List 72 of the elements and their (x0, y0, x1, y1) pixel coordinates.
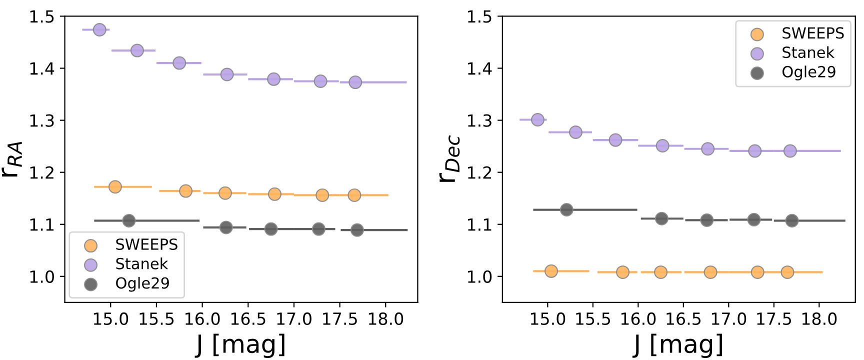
legend-label: SWEEPS (782, 27, 844, 39)
point (616, 265, 630, 279)
point (350, 223, 364, 237)
x-tick-label: 16.0 (621, 312, 656, 326)
point (700, 213, 714, 227)
y-tick-label: 1.3 (468, 114, 492, 127)
point (130, 44, 144, 58)
point (747, 212, 761, 226)
x-axis-title: J [mag] (632, 334, 722, 358)
point (348, 76, 362, 90)
y-tick-label: 1.5 (30, 10, 54, 23)
point (179, 184, 193, 198)
y-tick-label: 1.2 (468, 166, 492, 179)
point (656, 139, 670, 153)
legend-label: Ogle29 (116, 276, 169, 292)
point (348, 188, 362, 202)
y-tick-label: 1.4 (30, 62, 54, 75)
point (701, 142, 715, 156)
y-tick-label: 1.4 (468, 62, 492, 75)
x-tick-label: 15.0 (530, 312, 566, 326)
point (264, 222, 278, 236)
y-tick-label: 1.3 (30, 114, 54, 127)
point (312, 222, 326, 236)
y-axis-title: r$_{Dec}$ (439, 135, 460, 182)
legend-label: Stanek (116, 258, 168, 270)
point (530, 112, 544, 127)
point (654, 265, 668, 279)
x-tick-label: 15.5 (140, 312, 174, 326)
x-tick-label: 16.5 (231, 312, 266, 326)
point (750, 265, 764, 279)
x-tick-label: 15.0 (94, 312, 128, 326)
x-tick-label: 15.5 (576, 312, 610, 326)
point (316, 188, 330, 202)
point (122, 214, 136, 228)
x-tick-label: 18.0 (802, 312, 837, 326)
point (267, 72, 281, 86)
point (704, 265, 718, 279)
point (608, 133, 622, 147)
point (748, 144, 762, 158)
point (219, 220, 233, 234)
point (785, 214, 799, 228)
point (560, 203, 574, 217)
point (314, 74, 328, 88)
x-tick-label: 16.5 (666, 312, 701, 326)
y-tick-label: 1.2 (30, 166, 54, 179)
y-tick-label: 1.0 (30, 270, 54, 283)
x-tick-label: 17.5 (757, 312, 792, 326)
point (92, 22, 106, 36)
x-tick-label: 17.0 (277, 312, 312, 326)
y-tick-label: 1.0 (468, 270, 492, 283)
legend-label: Ogle29 (782, 66, 836, 80)
y-tick-label: 1.1 (468, 218, 492, 231)
point (783, 144, 797, 158)
x-tick-label: 18.0 (368, 312, 404, 326)
point (268, 187, 282, 201)
x-tick-label: 17.0 (712, 312, 746, 326)
point (218, 186, 232, 200)
point (654, 212, 668, 226)
point (172, 56, 186, 70)
x-tick-label: 16.0 (186, 312, 220, 326)
y-tick-label: 1.5 (468, 10, 492, 23)
y-tick-label: 1.1 (30, 218, 54, 231)
point (220, 68, 234, 82)
point (544, 264, 558, 278)
x-tick-label: 17.5 (323, 312, 357, 326)
x-axis-title: J [mag] (194, 334, 284, 358)
legend-label: SWEEPS (116, 238, 178, 250)
y-axis-title: r$_{RA}$ (2, 142, 22, 176)
point (780, 265, 794, 279)
legend-label: Stanek (782, 46, 835, 58)
point (568, 125, 582, 140)
point (108, 180, 122, 194)
